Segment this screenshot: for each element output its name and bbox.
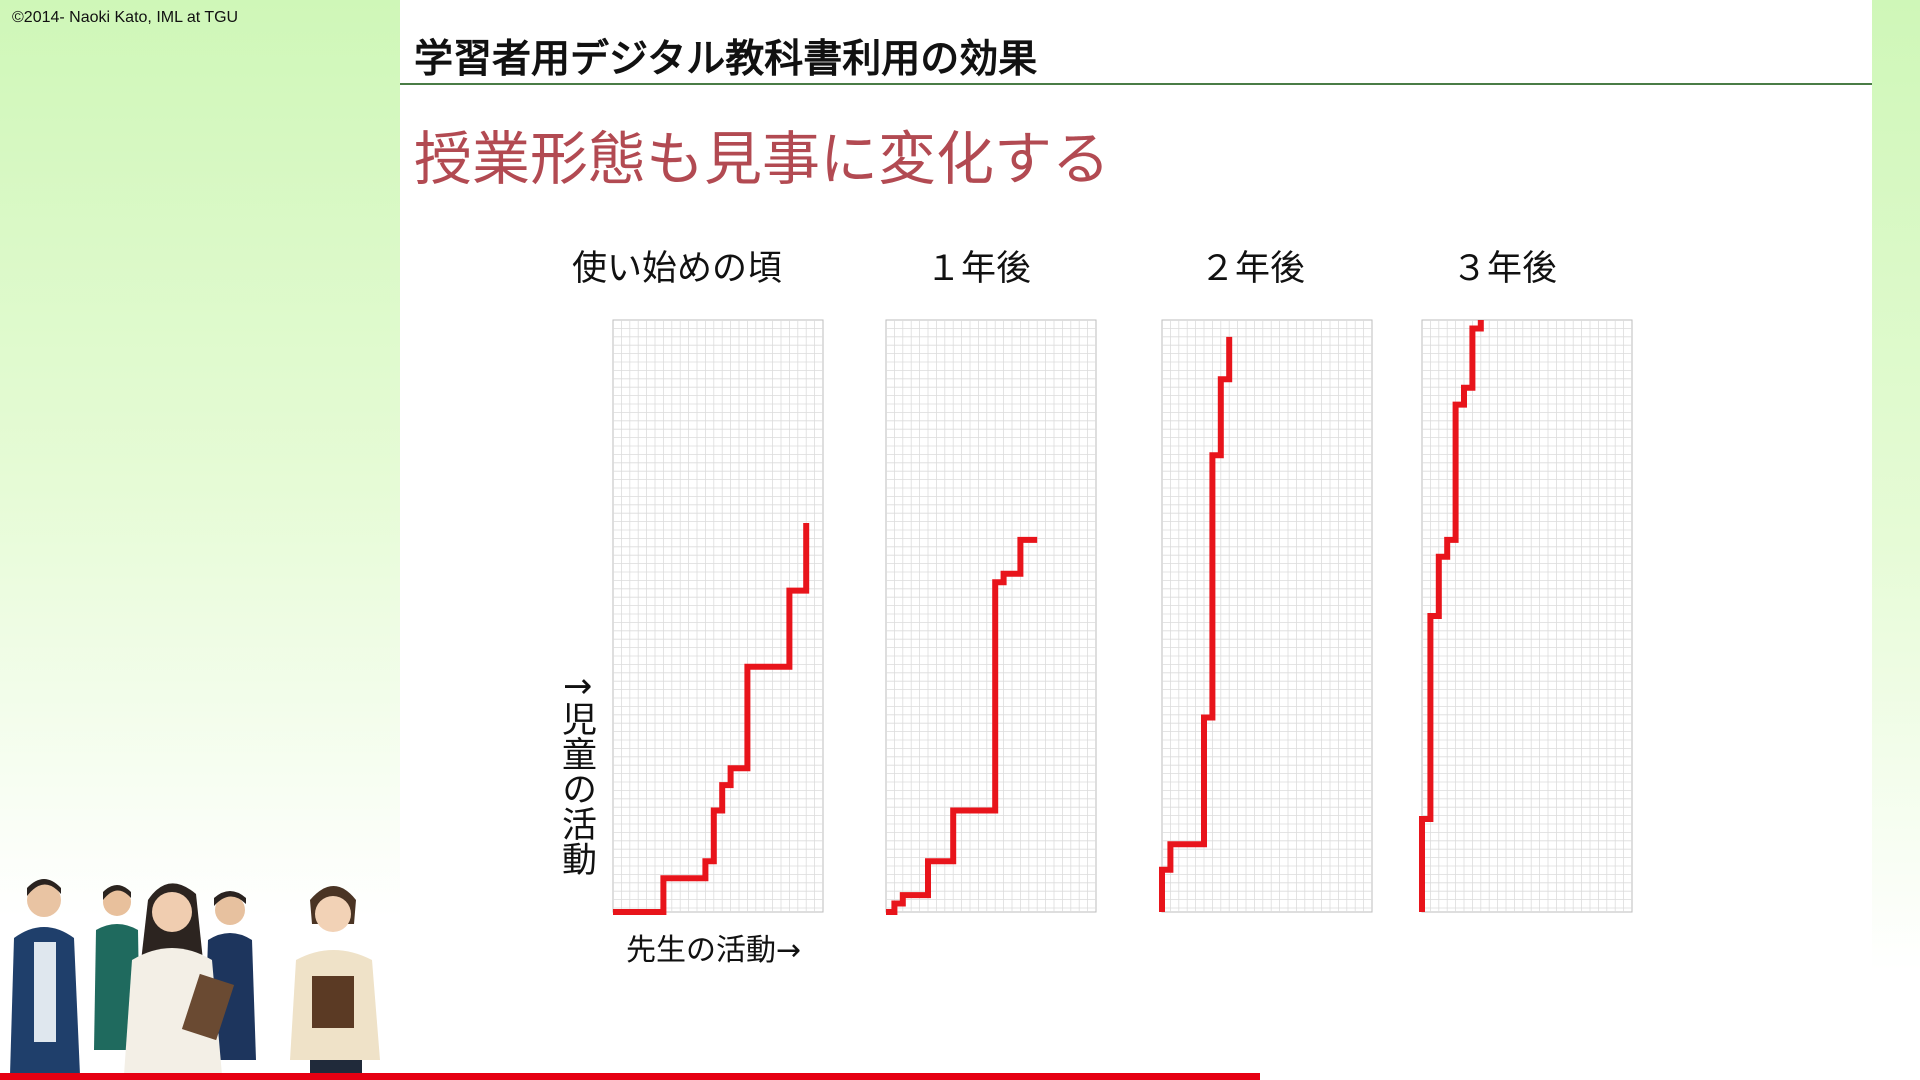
gridlines xyxy=(1162,320,1372,912)
copyright-notice: ©2014- Naoki Kato, IML at TGU xyxy=(12,9,239,26)
right-gradient-band xyxy=(1872,0,1920,1080)
student-figure-1 xyxy=(10,879,80,1075)
chart-panel-1 xyxy=(612,319,824,915)
header-divider xyxy=(400,83,1872,85)
chart-panel-4 xyxy=(1419,319,1633,913)
chart-background xyxy=(1161,319,1373,913)
header-title: 学習者用デジタル教科書利用の効果 xyxy=(414,37,1038,82)
series-line-1 xyxy=(613,523,810,915)
panel-title-2: １年後 xyxy=(926,249,1032,289)
students-illustration xyxy=(10,879,380,1075)
bottom-accent-bar xyxy=(0,1073,1260,1080)
slide-title: 授業形態も見事に変化する xyxy=(414,125,1111,193)
y-axis-label: ↑児童の活動 xyxy=(556,672,596,877)
series-line-4 xyxy=(1419,320,1484,912)
gridlines xyxy=(886,320,1096,912)
chart-panel-2 xyxy=(885,319,1097,915)
series-line-3 xyxy=(1159,336,1233,912)
student-figure-5 xyxy=(290,886,380,1075)
panel-title-3: ２年後 xyxy=(1200,249,1306,289)
student-figure-4 xyxy=(124,883,235,1075)
series-line-2 xyxy=(886,536,1038,915)
chart-panel-3 xyxy=(1159,319,1373,913)
panel-title-1: 使い始めの頃 xyxy=(572,249,783,289)
x-axis-label: 先生の活動→ xyxy=(626,933,802,968)
panel-title-4: ３年後 xyxy=(1452,249,1558,289)
chart-background xyxy=(885,319,1097,913)
